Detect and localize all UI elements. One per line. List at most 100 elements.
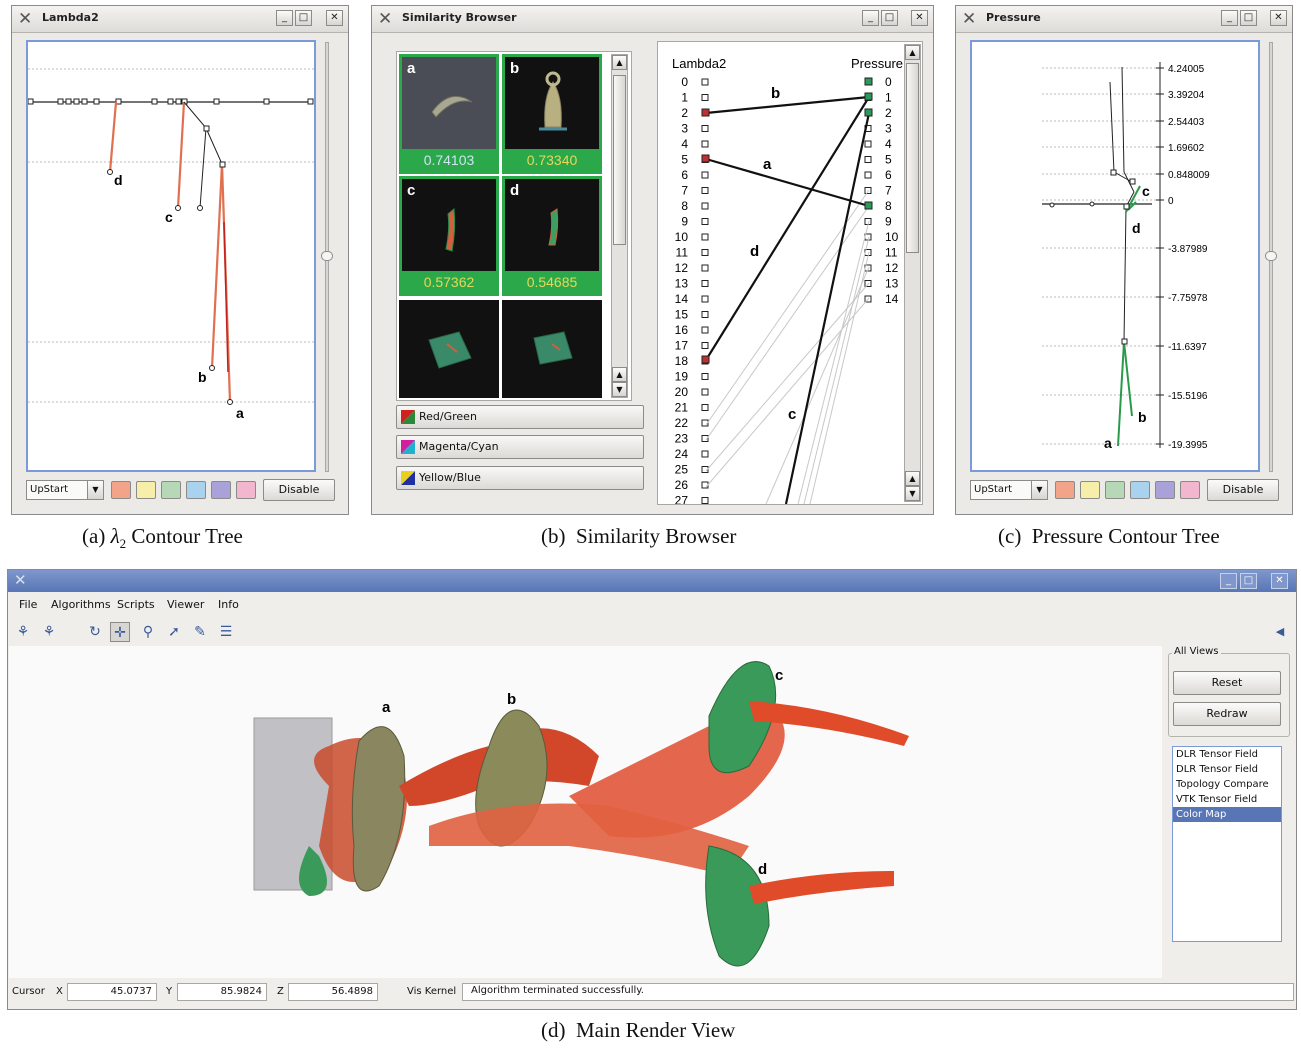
cursor-z-field[interactable]: 56.4898 (288, 983, 378, 1001)
color-swatch-6[interactable] (1180, 481, 1200, 499)
redraw-button[interactable]: Redraw (1173, 702, 1281, 726)
zoom-icon[interactable]: ⚲ (142, 624, 154, 640)
agent2-icon[interactable]: ⚘ (42, 624, 56, 640)
maximize-icon[interactable]: □ (1240, 573, 1257, 589)
left-node[interactable] (701, 326, 709, 334)
list-item[interactable]: VTK Tensor Field (1176, 794, 1258, 805)
lambda2-tree-canvas[interactable]: d c b a (26, 40, 316, 472)
direction-combo[interactable]: UpStart ▼ (26, 480, 104, 500)
right-node[interactable] (864, 140, 872, 148)
left-node[interactable] (701, 218, 709, 225)
color-swatch-5[interactable] (211, 481, 231, 499)
scheme-magenta-cyan-button[interactable]: Magenta/Cyan (396, 435, 644, 459)
matching-scrollbar[interactable]: ▲ ▲ ▼ (904, 44, 921, 502)
chevron-down-icon[interactable]: ▼ (87, 481, 103, 499)
left-node[interactable] (701, 140, 709, 148)
right-node[interactable] (864, 156, 872, 163)
list-item[interactable]: Topology Compare (1176, 779, 1269, 790)
left-node[interactable] (701, 202, 709, 210)
color-swatch-4[interactable] (186, 481, 206, 499)
close-icon[interactable]: ✕ (911, 10, 928, 26)
scroll-down-icon[interactable]: ▼ (905, 486, 920, 501)
pick-icon[interactable]: ➚ (168, 624, 180, 640)
list-item-selected[interactable]: Color Map (1173, 807, 1281, 822)
scroll-up-icon[interactable]: ▲ (612, 55, 627, 70)
maximize-icon[interactable]: □ (295, 10, 312, 26)
left-node[interactable] (701, 187, 709, 194)
left-node[interactable] (701, 94, 709, 101)
thumbnail-scrollbar[interactable]: ▲ ▲ ▼ (611, 54, 628, 398)
scroll-thumb[interactable] (613, 75, 626, 245)
list-item[interactable]: DLR Tensor Field (1176, 749, 1258, 760)
minimize-icon[interactable]: _ (862, 10, 879, 26)
scroll-up-icon[interactable]: ▲ (905, 471, 920, 486)
left-node[interactable] (701, 264, 709, 272)
similarity-titlebar[interactable]: ✕ Similarity Browser _ □ ✕ (372, 6, 933, 33)
left-node[interactable] (701, 373, 709, 380)
left-node[interactable] (701, 249, 709, 256)
lambda2-titlebar[interactable]: ✕ Lambda2 _ □ ✕ (12, 6, 348, 33)
close-icon[interactable]: ✕ (1271, 573, 1288, 589)
rotate-icon[interactable]: ↻ (89, 624, 101, 640)
left-node[interactable] (701, 125, 709, 132)
left-node[interactable] (701, 450, 709, 458)
color-swatch-5[interactable] (1155, 481, 1175, 499)
scroll-down-icon[interactable]: ▼ (612, 382, 627, 397)
disable-button[interactable]: Disable (263, 479, 335, 501)
left-node[interactable] (701, 435, 709, 442)
collapse-panel-icon[interactable]: ◀ (1275, 625, 1285, 638)
agent-icon[interactable]: ⚘ (16, 624, 30, 640)
thumbnail-f[interactable] (502, 300, 602, 398)
pressure-titlebar[interactable]: ✕ Pressure _ □ ✕ (956, 6, 1292, 33)
color-swatch-2[interactable] (1080, 481, 1100, 499)
menu-algorithms[interactable]: Algorithms (51, 598, 111, 611)
left-node[interactable] (701, 280, 709, 287)
cursor-y-field[interactable]: 85.9824 (177, 983, 267, 1001)
minimize-icon[interactable]: _ (1220, 573, 1237, 589)
reset-button[interactable]: Reset (1173, 671, 1281, 695)
scheme-yellow-blue-button[interactable]: Yellow/Blue (396, 466, 644, 490)
color-swatch-3[interactable] (1105, 481, 1125, 499)
module-list[interactable]: DLR Tensor Field DLR Tensor Field Topolo… (1172, 746, 1282, 942)
left-node[interactable] (701, 295, 709, 303)
left-node[interactable] (701, 233, 709, 241)
menu-file[interactable]: File (19, 598, 38, 611)
scroll-thumb[interactable] (906, 63, 919, 253)
direction-combo[interactable]: UpStart ▼ (970, 480, 1048, 500)
left-node[interactable] (701, 78, 709, 86)
left-node[interactable] (701, 388, 709, 396)
height-slider-handle[interactable] (1265, 251, 1277, 261)
chevron-down-icon[interactable]: ▼ (1031, 481, 1047, 499)
thumbnail-d[interactable]: d 0.54685 (502, 176, 602, 296)
right-node[interactable] (864, 171, 872, 179)
color-swatch-6[interactable] (236, 481, 256, 499)
maximize-icon[interactable]: □ (881, 10, 898, 26)
cursor-x-field[interactable]: 45.0737 (67, 983, 157, 1001)
menu-viewer[interactable]: Viewer (167, 598, 205, 611)
main-titlebar[interactable]: ✕ _ □ ✕ (8, 570, 1296, 592)
scroll-up-icon[interactable]: ▲ (905, 45, 920, 60)
left-node[interactable] (701, 404, 709, 411)
pressure-tree-canvas[interactable]: 4.24005 3.39204 2.54403 1.69602 0.848009 0 -3.… (970, 40, 1260, 472)
maximize-icon[interactable]: □ (1240, 10, 1257, 26)
fan-icon[interactable]: ☰ (219, 624, 233, 640)
close-icon[interactable]: ✕ (326, 10, 343, 26)
thumbnail-e[interactable] (399, 300, 499, 398)
disable-button[interactable]: Disable (1207, 479, 1279, 501)
color-swatch-1[interactable] (1055, 481, 1075, 499)
left-node[interactable] (701, 171, 709, 179)
minimize-icon[interactable]: _ (1221, 10, 1238, 26)
pan-icon[interactable]: ✛ (110, 622, 130, 642)
height-slider-handle[interactable] (321, 251, 333, 261)
color-swatch-2[interactable] (136, 481, 156, 499)
list-item[interactable]: DLR Tensor Field (1176, 764, 1258, 775)
left-node[interactable] (701, 466, 709, 473)
scroll-up-icon[interactable]: ▲ (612, 367, 627, 382)
color-swatch-4[interactable] (1130, 481, 1150, 499)
minimize-icon[interactable]: _ (276, 10, 293, 26)
thumbnail-a[interactable]: a 0.74103 (399, 54, 499, 174)
right-node[interactable] (864, 187, 872, 194)
thumbnail-b[interactable]: b 0.73340 (502, 54, 602, 174)
thumbnail-c[interactable]: c 0.57362 (399, 176, 499, 296)
left-node[interactable] (701, 419, 709, 427)
